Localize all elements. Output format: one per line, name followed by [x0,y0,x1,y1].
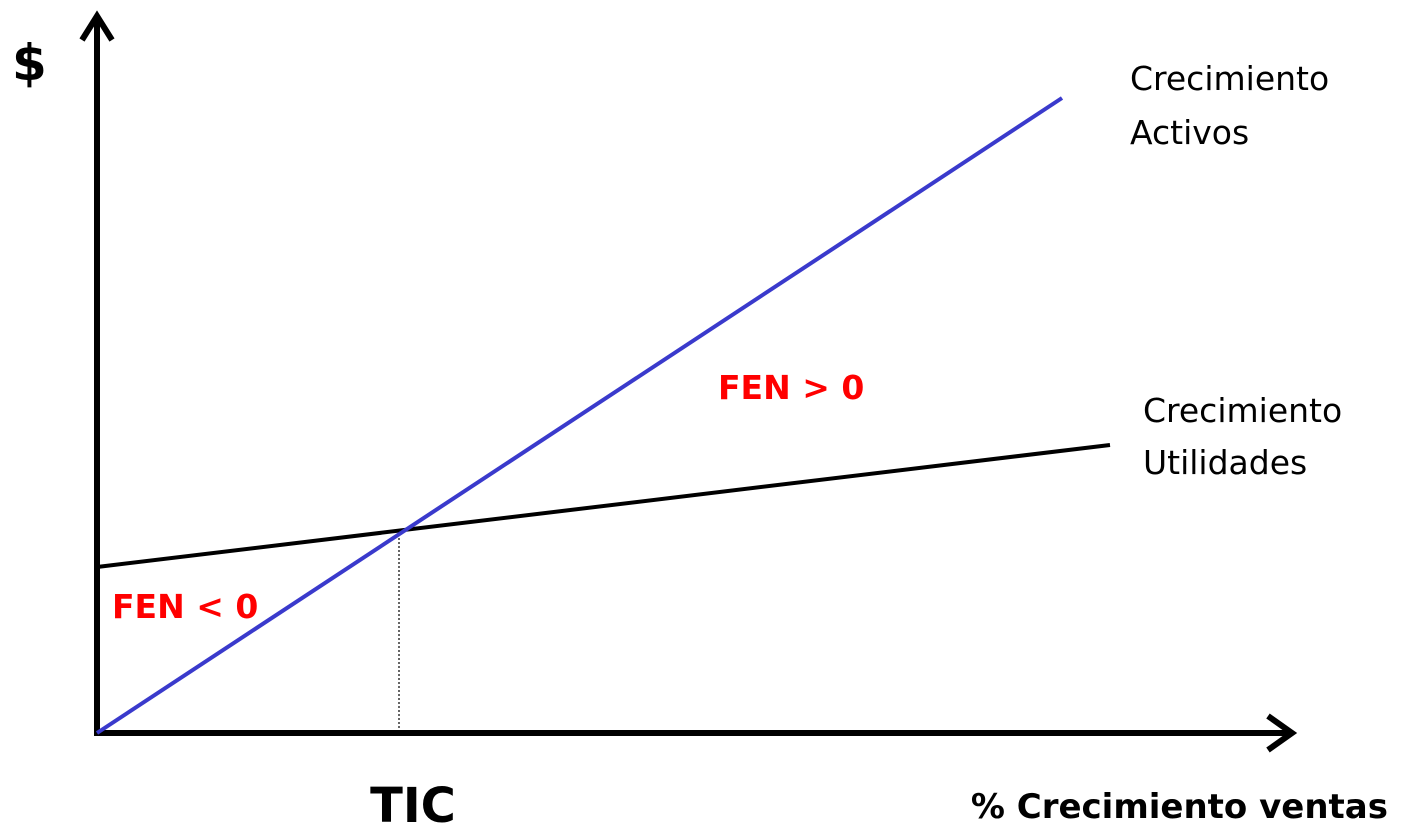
line-label: Activos [1130,113,1249,152]
x-axis-label: % Crecimiento ventas [971,787,1388,827]
y-axis-arrow [79,10,115,42]
line-label: Crecimiento [1143,391,1342,430]
activos-line [95,96,1064,735]
line-label: Crecimiento [1130,59,1329,98]
intersection-label: TIC [370,778,456,831]
x-axis-arrow [1266,713,1298,753]
utilidades-line [96,443,1111,569]
region-label: FEN > 0 [718,368,864,407]
y-axis-label: $ [12,34,47,92]
line-label: Utilidades [1143,443,1307,482]
region-label: FEN < 0 [112,587,258,626]
